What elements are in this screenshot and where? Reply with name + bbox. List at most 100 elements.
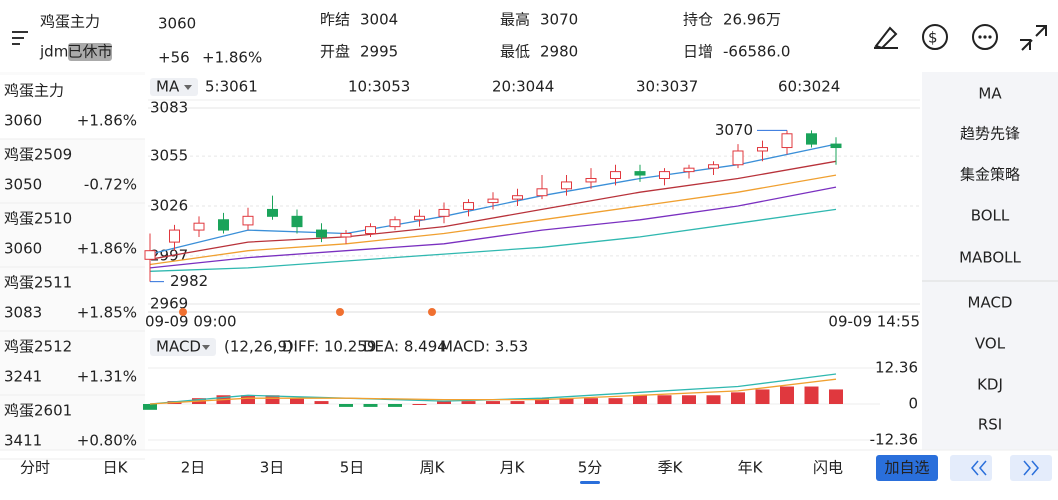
period-tab[interactable]: 5日 bbox=[340, 459, 365, 477]
macd-bar bbox=[486, 401, 500, 404]
legend-entry: 10:3053 bbox=[348, 78, 410, 96]
macd-bar bbox=[559, 398, 574, 404]
macd-bar bbox=[290, 398, 304, 404]
event-dot bbox=[336, 308, 344, 316]
macd-button-label[interactable]: MACD bbox=[156, 338, 201, 356]
indicator-tab[interactable]: MA bbox=[978, 85, 1002, 103]
indicator-tab[interactable]: VOL bbox=[975, 335, 1006, 353]
period-tab[interactable]: 月K bbox=[500, 459, 526, 477]
candle-body bbox=[267, 208, 278, 217]
active-underline bbox=[580, 481, 600, 484]
change: +56 bbox=[158, 49, 190, 67]
contract-name[interactable]: 鸡蛋2511 bbox=[4, 274, 72, 292]
candle-body bbox=[732, 150, 744, 166]
contract-name[interactable]: 鸡蛋主力 bbox=[4, 82, 64, 100]
indicator-tab[interactable]: KDJ bbox=[977, 376, 1003, 394]
contract-price: 3060 bbox=[4, 112, 42, 130]
candle-body bbox=[781, 133, 793, 149]
period-tab[interactable]: 年K bbox=[738, 459, 764, 477]
event-dot bbox=[428, 308, 436, 316]
last-price: 3060 bbox=[158, 15, 196, 33]
macd-bar bbox=[265, 395, 280, 404]
candle-body bbox=[169, 229, 180, 243]
period-tab[interactable]: 2日 bbox=[181, 459, 206, 477]
period-tab[interactable]: 5分 bbox=[578, 459, 603, 477]
add-button[interactable]: 加自选 bbox=[884, 459, 929, 477]
candle-body bbox=[512, 195, 523, 200]
candle-body bbox=[830, 143, 842, 149]
status-badge bbox=[68, 43, 112, 61]
indicator-tab[interactable]: MABOLL bbox=[959, 249, 1021, 267]
macd-button[interactable] bbox=[150, 338, 216, 356]
macd-bar bbox=[437, 401, 451, 404]
legend-entry: DIFF: 10.259 bbox=[282, 338, 376, 356]
candle-body bbox=[316, 229, 327, 238]
contract-name[interactable]: 鸡蛋2510 bbox=[4, 210, 72, 228]
ma-line bbox=[149, 160, 837, 260]
period-tab[interactable]: 分时 bbox=[20, 459, 50, 477]
macd-bar bbox=[608, 398, 623, 404]
candle-body bbox=[561, 181, 572, 190]
candle-body bbox=[610, 171, 621, 179]
nav-button[interactable] bbox=[950, 455, 992, 481]
contract-name[interactable]: 鸡蛋2512 bbox=[4, 338, 72, 356]
annotation: 3070 bbox=[715, 121, 753, 139]
macd-bar bbox=[461, 401, 476, 404]
macd-bar bbox=[241, 395, 255, 404]
period-tab[interactable]: 闪电 bbox=[813, 459, 843, 477]
nav-arrow bbox=[1023, 460, 1039, 476]
contract-name[interactable]: 鸡蛋2601 bbox=[4, 402, 72, 420]
stat-value: 3070 bbox=[540, 11, 578, 29]
macd-bar bbox=[731, 392, 745, 404]
period-tab[interactable]: 日K bbox=[103, 459, 129, 477]
candle-body bbox=[463, 202, 474, 210]
stat-value: 2995 bbox=[360, 43, 398, 61]
indicator-tab[interactable]: 趋势先锋 bbox=[960, 125, 1020, 143]
yuan-icon: $ bbox=[928, 29, 938, 47]
y-tick-label: 12.36 bbox=[875, 359, 918, 377]
indicator-tab[interactable]: BOLL bbox=[971, 207, 1010, 225]
indicator-tab[interactable]: MACD bbox=[968, 294, 1013, 312]
macd-bar bbox=[412, 404, 427, 405]
ma-line bbox=[149, 174, 837, 266]
add-button-bg[interactable] bbox=[876, 455, 938, 481]
macd-bar bbox=[706, 395, 721, 404]
contract-price: 3083 bbox=[4, 304, 42, 322]
candle-body bbox=[708, 164, 719, 169]
ma-line bbox=[149, 186, 837, 269]
stat-value: -66586.0 bbox=[723, 43, 790, 61]
toolbar-icons[interactable] bbox=[874, 24, 1047, 51]
nav-button[interactable] bbox=[1010, 455, 1052, 481]
event-dot bbox=[179, 308, 187, 316]
macd-bar bbox=[143, 404, 157, 410]
ma-button[interactable] bbox=[150, 78, 198, 96]
contract-price: 3050 bbox=[4, 176, 42, 194]
stat-label: 最高 bbox=[500, 11, 530, 29]
x-tick-label: 09-09 09:00 bbox=[145, 313, 237, 331]
contract-pct: -0.72% bbox=[84, 176, 137, 194]
period-tab[interactable]: 3日 bbox=[260, 459, 285, 477]
stat-label: 最低 bbox=[500, 43, 530, 61]
period-tab[interactable]: 周K bbox=[420, 459, 446, 477]
contract-price: 3411 bbox=[4, 432, 42, 450]
candle-body bbox=[414, 215, 425, 221]
contract-name: 鸡蛋主力 bbox=[40, 13, 100, 31]
indicator-tab[interactable]: 集金策略 bbox=[960, 166, 1020, 184]
contract-code: jdm bbox=[39, 43, 68, 61]
stat-value: 3004 bbox=[360, 11, 398, 29]
y-tick-label: 0 bbox=[908, 395, 918, 413]
candle-body bbox=[438, 208, 450, 217]
candle-body bbox=[634, 171, 646, 176]
stat-label: 开盘 bbox=[320, 43, 350, 61]
macd-bar bbox=[388, 404, 402, 407]
y-tick-label: 3026 bbox=[150, 197, 188, 215]
indicator-tab[interactable]: RSI bbox=[978, 416, 1002, 434]
contract-name[interactable]: 鸡蛋2509 bbox=[4, 146, 72, 164]
macd-bar bbox=[314, 401, 329, 404]
candle-body bbox=[659, 171, 670, 179]
dropdown bbox=[184, 85, 192, 90]
contract-pct: +1.85% bbox=[77, 304, 137, 322]
period-tab[interactable]: 季K bbox=[658, 459, 684, 477]
menu-icon[interactable] bbox=[12, 31, 28, 45]
ma-button-label[interactable]: MA bbox=[156, 78, 180, 96]
